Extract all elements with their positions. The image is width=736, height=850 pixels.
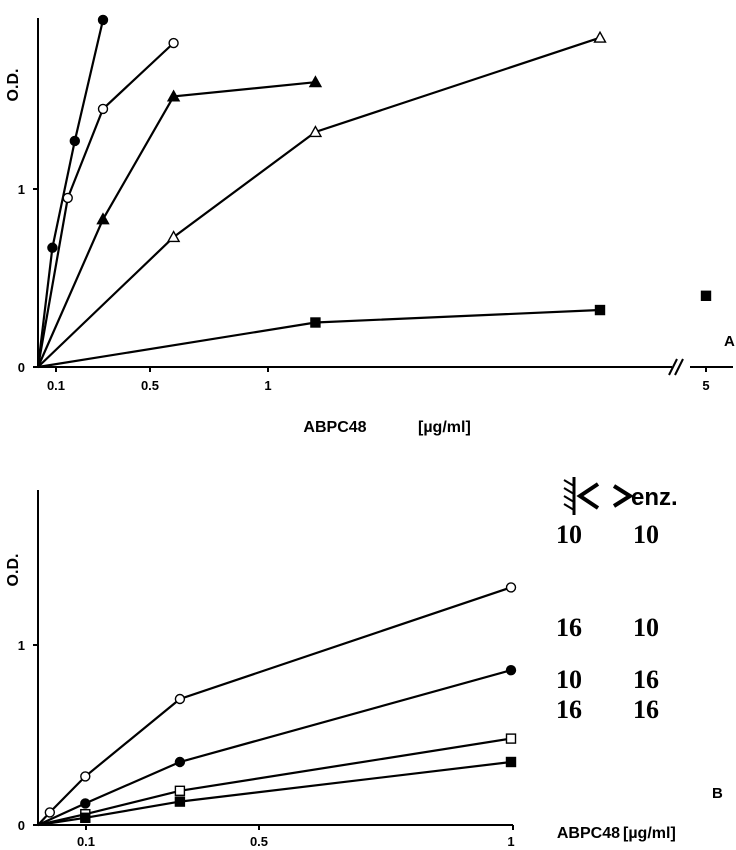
panel-b-series-4 — [37, 756, 517, 827]
legend-header-enzyme: enz. — [631, 484, 678, 511]
panel-a-xtick-3: 5 — [702, 378, 709, 393]
panel-b-chart: 1 0 0.1 0.5 1 O.D. ABPC48 [µg/ml] B enz.… — [5, 477, 723, 849]
panel-a-series-3-point-4 — [308, 75, 323, 88]
panel-a-series-4-point-4 — [593, 30, 607, 43]
panel-a-series-2-point-3 — [97, 103, 109, 115]
panel-b-ytick-0: 0 — [18, 818, 25, 833]
panel-a-label: A — [724, 333, 735, 350]
panel-b-series-group — [37, 582, 517, 827]
panel-b-series-2-line — [37, 669, 512, 827]
panel-a-series-1-point-4 — [97, 14, 109, 26]
panel-a-series-5-point-2 — [310, 317, 321, 328]
panel-a-chart: 1 0 0.1 0.5 1 5 O.D. ABPC48 [µg/ml] A — [5, 14, 735, 436]
panel-a-series-6 — [700, 290, 712, 301]
panel-b-series-3-point-4 — [505, 733, 517, 744]
panel-a-series-2-point-4 — [168, 37, 179, 49]
panel-b-ytick-1: 1 — [18, 638, 25, 653]
panel-b-series-1-point-4 — [174, 693, 186, 705]
panel-b-xtick-0: 0.1 — [77, 834, 95, 849]
legend-row-1-col-1: 10 — [556, 520, 582, 549]
panel-b-series-3-line — [37, 737, 512, 827]
panel-a-ytick-0: 0 — [18, 360, 25, 375]
legend-row-4-col-2: 16 — [633, 695, 659, 724]
panel-b-series-4-point-2 — [80, 812, 91, 823]
panel-b-xtick-1: 0.5 — [250, 834, 268, 849]
panel-a-axes — [33, 18, 733, 376]
panel-a-series-group — [36, 14, 712, 369]
panel-a-series-1 — [36, 14, 109, 368]
legend-row-3-col-2: 16 — [633, 665, 659, 694]
panel-a-xlabel: ABPC48 — [303, 419, 366, 436]
panel-b-series-1-point-3 — [80, 771, 91, 782]
panel-a-series-2-point-2 — [62, 192, 73, 204]
legend-row-3-col-1: 10 — [556, 665, 582, 694]
panel-a-ylabel: O.D. — [5, 69, 22, 102]
panel-a-series-6-point-1 — [700, 290, 712, 301]
panel-b-series-2-point-3 — [174, 756, 186, 768]
enzyme-symbol-icon — [612, 484, 634, 508]
panel-b-series-2-point-2 — [80, 798, 91, 809]
panel-a-series-5-point-3 — [594, 304, 606, 316]
panel-a-series-4-point-2 — [166, 230, 181, 243]
panel-b-series-2 — [37, 665, 517, 827]
legend-row-4-col-1: 16 — [556, 695, 582, 724]
panel-b-series-1-point-2 — [44, 807, 56, 818]
panel-b-xunit: [µg/ml] — [623, 825, 676, 842]
panel-a-series-2 — [36, 37, 179, 368]
legend-row-1-col-2: 10 — [633, 520, 659, 549]
panel-a-ytick-1: 1 — [18, 182, 25, 197]
panel-b-series-3 — [37, 733, 517, 827]
panel-b-xtick-2: 1 — [507, 834, 514, 849]
panel-a-series-1-point-2 — [47, 242, 58, 253]
panel-b-label: B — [712, 785, 723, 802]
panel-b-series-4-point-3 — [174, 796, 186, 807]
panel-a-series-5 — [37, 304, 606, 369]
panel-b-series-1-point-5 — [505, 582, 517, 593]
panel-a-axis-break — [668, 358, 684, 376]
panel-a-series-4-line — [37, 36, 601, 368]
panel-a-series-3-point-2 — [96, 212, 110, 225]
panel-b-series-4-line — [37, 760, 512, 827]
panel-b-series-3-point-3 — [174, 785, 186, 796]
panel-a-xunit: [µg/ml] — [418, 419, 471, 436]
legend-row-2-col-2: 10 — [633, 613, 659, 642]
antibody-symbol-icon — [563, 477, 600, 515]
panel-a-series-3-line — [36, 81, 316, 368]
panel-a-series-3-point-3 — [166, 89, 181, 102]
panel-a-series-4 — [37, 30, 607, 368]
panel-a-xtick-0: 0.1 — [47, 378, 65, 393]
panel-a-series-3 — [36, 75, 323, 368]
panel-a-series-4-point-3 — [308, 125, 323, 138]
legend-row-2-col-1: 16 — [556, 613, 582, 642]
panel-b-xlabel: ABPC48 — [557, 825, 620, 842]
panel-b-axes — [33, 490, 514, 830]
panel-a-xtick-1: 0.5 — [141, 378, 159, 393]
panel-b-series-4-point-4 — [505, 756, 517, 768]
panel-a-series-1-point-3 — [69, 135, 81, 147]
panel-b-ylabel: O.D. — [5, 554, 22, 587]
panel-b-series-2-point-4 — [505, 665, 517, 676]
panel-a-series-2-line — [36, 42, 175, 368]
panel-a-series-1-line — [36, 19, 105, 368]
legend-table: enz. 10 10 16 10 10 16 16 16 — [556, 477, 678, 724]
panel-a-xtick-2: 1 — [264, 378, 271, 393]
panel-b-series-1 — [37, 582, 517, 826]
